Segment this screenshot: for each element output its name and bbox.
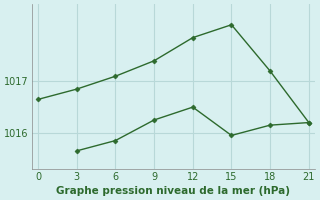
X-axis label: Graphe pression niveau de la mer (hPa): Graphe pression niveau de la mer (hPa) [56, 186, 291, 196]
